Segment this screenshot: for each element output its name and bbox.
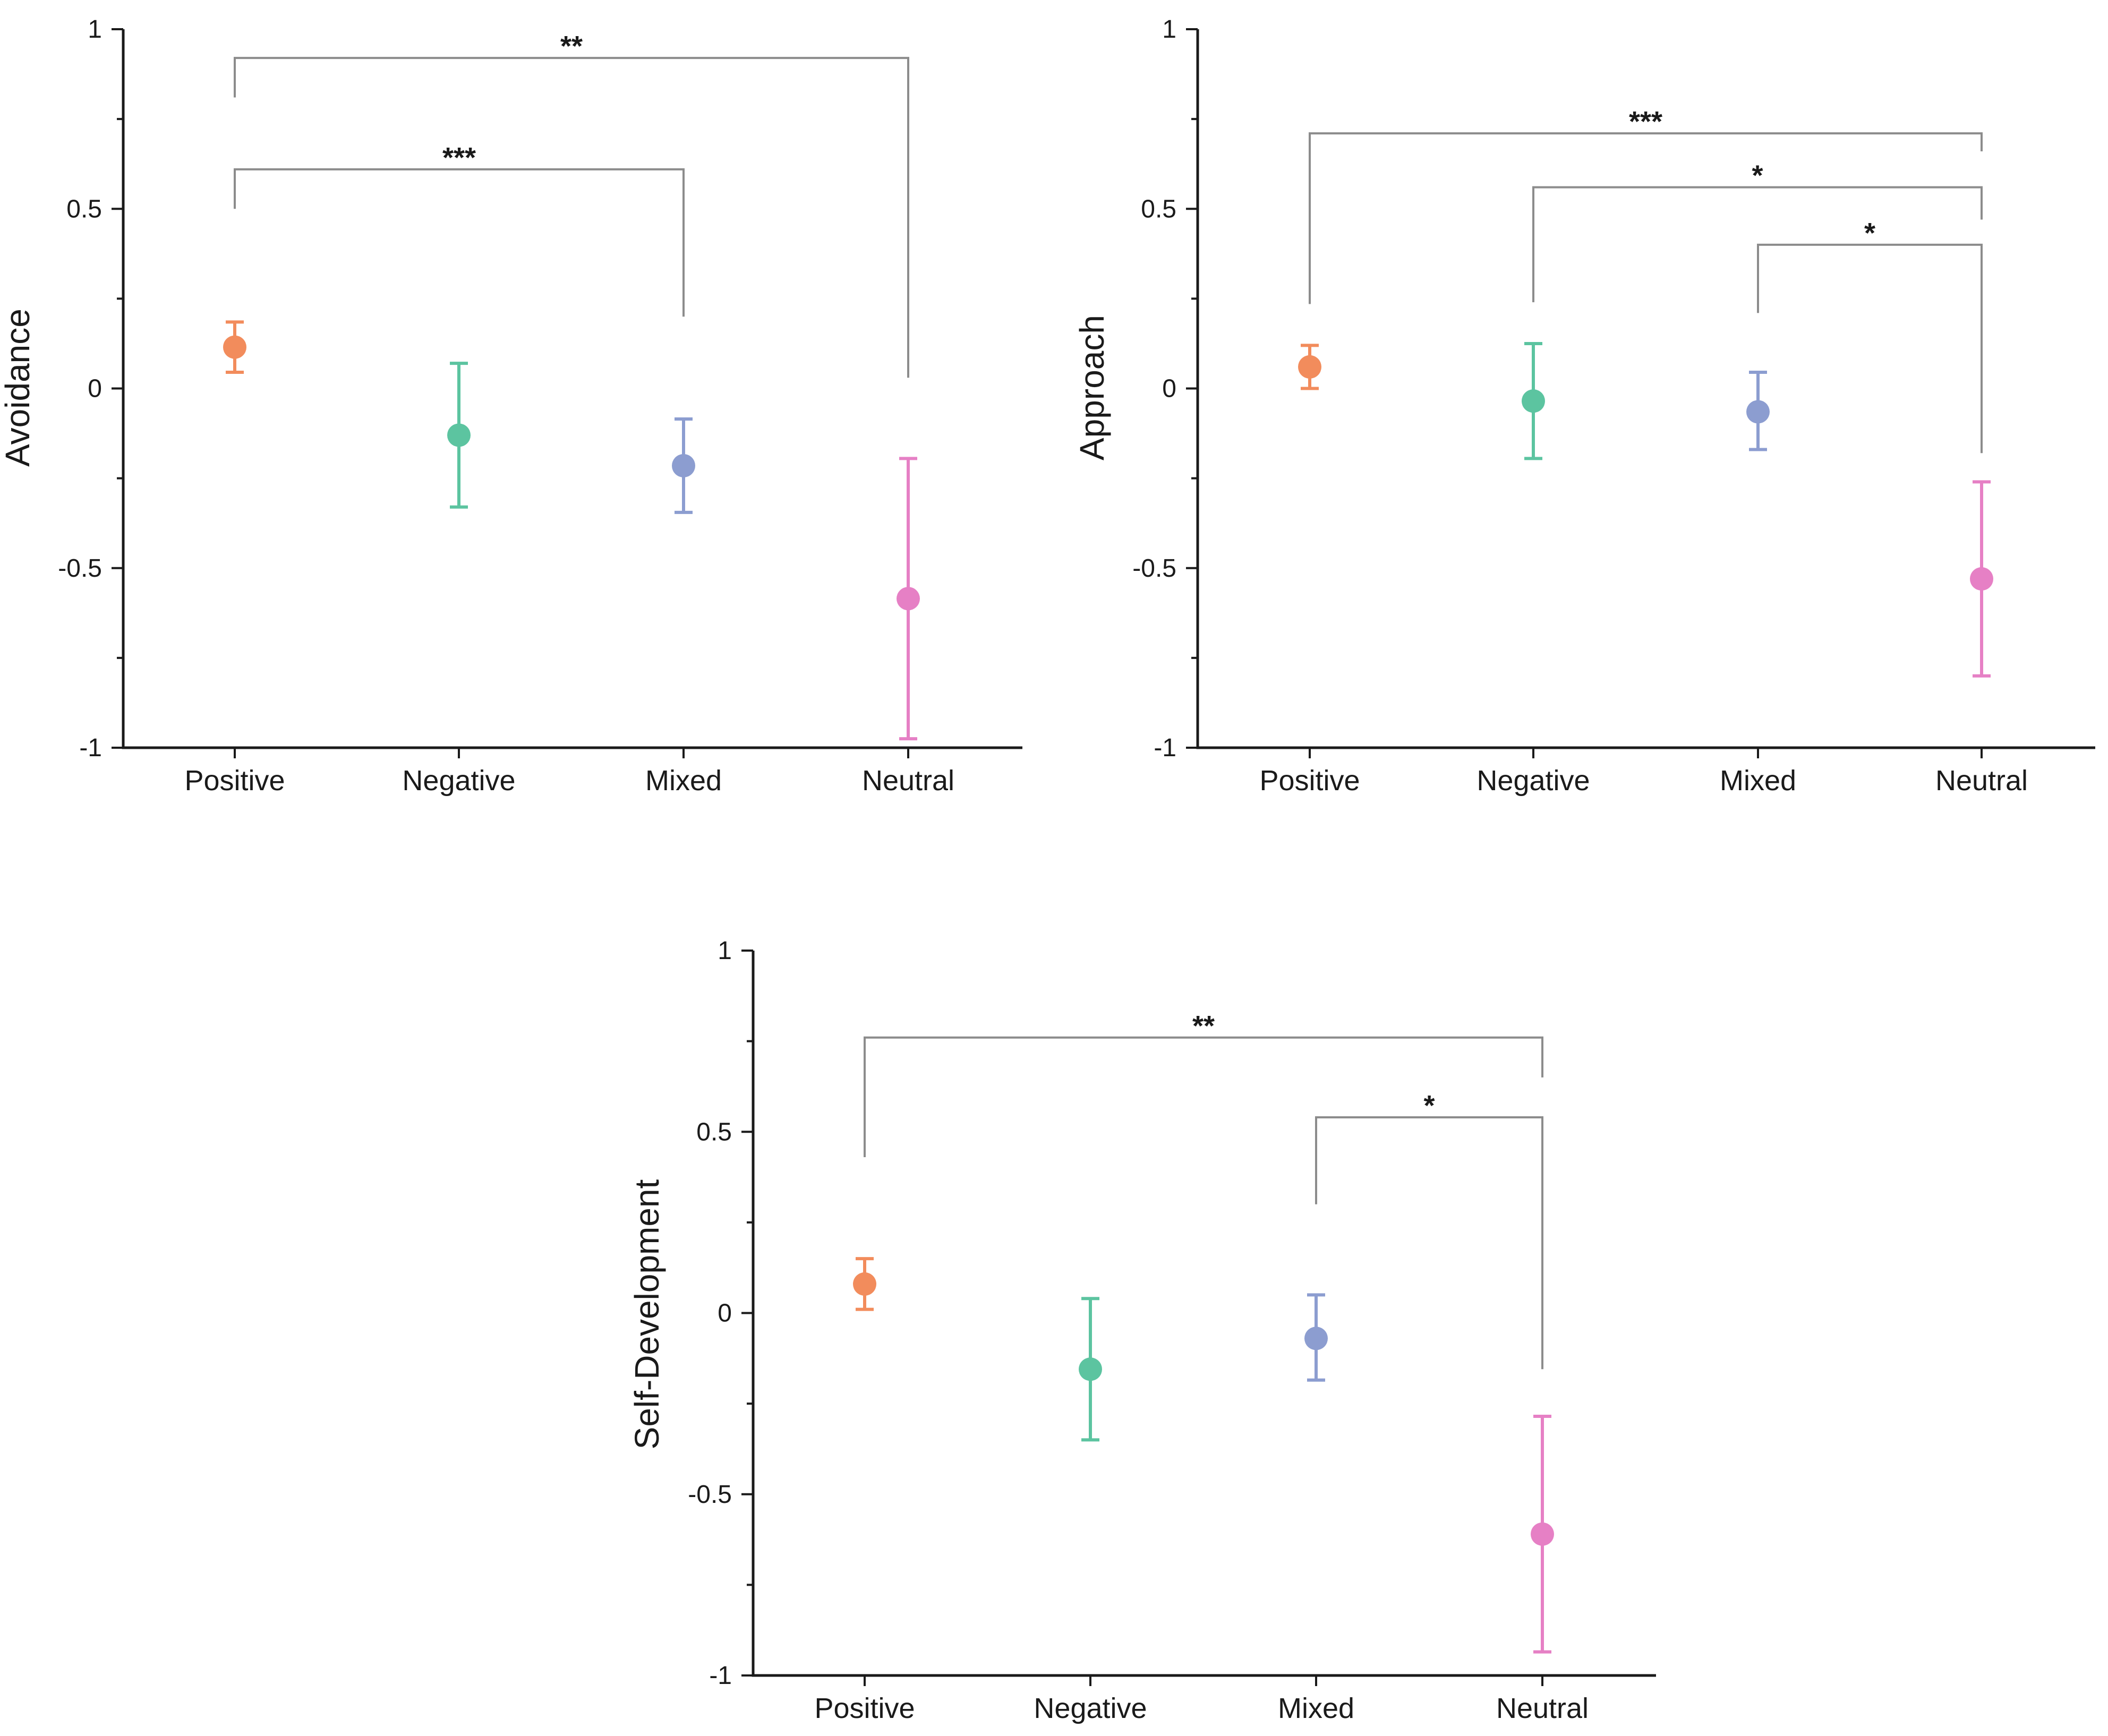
self-development-bracket-positive-neutral xyxy=(864,1036,1543,1158)
self-development-y-tick-label: -1 xyxy=(709,1662,732,1690)
self-development-category-label-mixed: Mixed xyxy=(1278,1692,1354,1724)
approach-significance-brackets: ***** xyxy=(1309,106,1983,454)
self-development-category-label-neutral: Neutral xyxy=(1496,1692,1589,1724)
self-development-y-axis-title: Self-Development xyxy=(628,1179,666,1449)
approach-x-ticks: Positive Negative Mixed Neutral xyxy=(1259,748,2028,797)
avoidance-y-tick-label: -1 xyxy=(79,734,102,762)
approach-bracket-negative-neutral xyxy=(1532,186,1983,303)
approach-mean-point-negative xyxy=(1522,389,1545,413)
avoidance-y-tick-label: 0.5 xyxy=(66,195,102,223)
avoidance-mean-point-neutral xyxy=(897,587,920,611)
self-development-x-ticks: Positive Negative Mixed Neutral xyxy=(814,1675,1589,1724)
avoidance-mean-point-negative xyxy=(447,423,471,447)
avoidance-bracket-positive-neutral xyxy=(234,57,909,378)
self-development-y-tick-label: -0.5 xyxy=(688,1481,732,1509)
avoidance-significance-label: *** xyxy=(442,142,476,174)
self-development-bracket-mixed-neutral xyxy=(1315,1116,1543,1370)
self-development-significance-brackets: *** xyxy=(864,1010,1543,1370)
self-development-significance-label: * xyxy=(1423,1090,1435,1122)
self-development-y-ticks: 1 0.5 0 -0.5 -1 xyxy=(688,937,753,1690)
avoidance-y-tick-label: 0 xyxy=(88,375,102,403)
approach-y-tick-label: 0 xyxy=(1162,375,1176,403)
self-development-significance-label: ** xyxy=(1192,1010,1215,1042)
avoidance-y-ticks: 1 0.5 0 -0.5 -1 xyxy=(58,15,123,762)
approach-significance-label: * xyxy=(1752,160,1763,192)
approach-category-label-neutral: Neutral xyxy=(1935,765,2028,797)
approach-category-label-positive: Positive xyxy=(1259,765,1360,797)
approach-bracket-positive-neutral xyxy=(1309,132,1983,304)
avoidance-panel: 1 0.5 0 -0.5 -1 Positive Negative Mixed Neutral… xyxy=(0,15,1022,797)
approach-y-tick-label: 0.5 xyxy=(1141,195,1176,223)
self-development-mean-point-positive xyxy=(853,1272,876,1296)
avoidance-x-ticks: Positive Negative Mixed Neutral xyxy=(184,748,954,797)
avoidance-mean-point-positive xyxy=(223,335,246,359)
avoidance-y-tick-label: 1 xyxy=(88,15,102,44)
approach-significance-label: * xyxy=(1864,217,1875,249)
approach-y-tick-label: -0.5 xyxy=(1132,554,1176,583)
avoidance-axes xyxy=(122,29,1022,749)
avoidance-category-label-mixed: Mixed xyxy=(645,765,722,797)
approach-y-axis-title: Approach xyxy=(1073,315,1111,460)
approach-category-label-mixed: Mixed xyxy=(1720,765,1796,797)
self-development-y-tick-label: 1 xyxy=(718,937,732,965)
avoidance-category-label-neutral: Neutral xyxy=(862,765,954,797)
approach-mean-point-positive xyxy=(1298,355,1321,379)
self-development-y-tick-label: 0 xyxy=(718,1299,732,1328)
approach-significance-label: *** xyxy=(1629,106,1662,138)
approach-category-label-negative: Negative xyxy=(1477,765,1590,797)
approach-mean-point-neutral xyxy=(1970,567,1993,591)
approach-bracket-mixed-neutral xyxy=(1757,243,1983,454)
avoidance-bracket-positive-mixed xyxy=(234,168,685,317)
avoidance-significance-label: ** xyxy=(560,30,583,62)
avoidance-category-label-positive: Positive xyxy=(184,765,285,797)
self-development-category-label-positive: Positive xyxy=(814,1692,915,1724)
self-development-mean-point-mixed xyxy=(1304,1327,1328,1350)
self-development-mean-point-neutral xyxy=(1531,1522,1554,1546)
approach-y-tick-label: 1 xyxy=(1162,15,1176,44)
avoidance-category-label-negative: Negative xyxy=(402,765,515,797)
approach-y-tick-label: -1 xyxy=(1154,734,1176,762)
approach-panel: 1 0.5 0 -0.5 -1 Positive Negative Mixed Neutral… xyxy=(1073,15,2095,797)
avoidance-mean-point-mixed xyxy=(672,454,695,477)
self-development-panel: 1 0.5 0 -0.5 -1 Positive Negative Mixed Neutral… xyxy=(628,937,1656,1724)
approach-y-ticks: 1 0.5 0 -0.5 -1 xyxy=(1132,15,1198,762)
avoidance-significance-brackets: ***** xyxy=(234,30,909,378)
approach-data-marks xyxy=(1298,341,1993,678)
avoidance-y-axis-title: Avoidance xyxy=(0,309,37,467)
self-development-axes xyxy=(752,951,1656,1677)
self-development-mean-point-negative xyxy=(1079,1357,1102,1381)
self-development-y-tick-label: 0.5 xyxy=(696,1118,732,1146)
avoidance-data-marks xyxy=(223,320,920,741)
self-development-category-label-negative: Negative xyxy=(1034,1692,1147,1724)
self-development-data-marks xyxy=(853,1257,1554,1654)
approach-mean-point-mixed xyxy=(1746,400,1770,424)
avoidance-y-tick-label: -0.5 xyxy=(58,554,102,583)
